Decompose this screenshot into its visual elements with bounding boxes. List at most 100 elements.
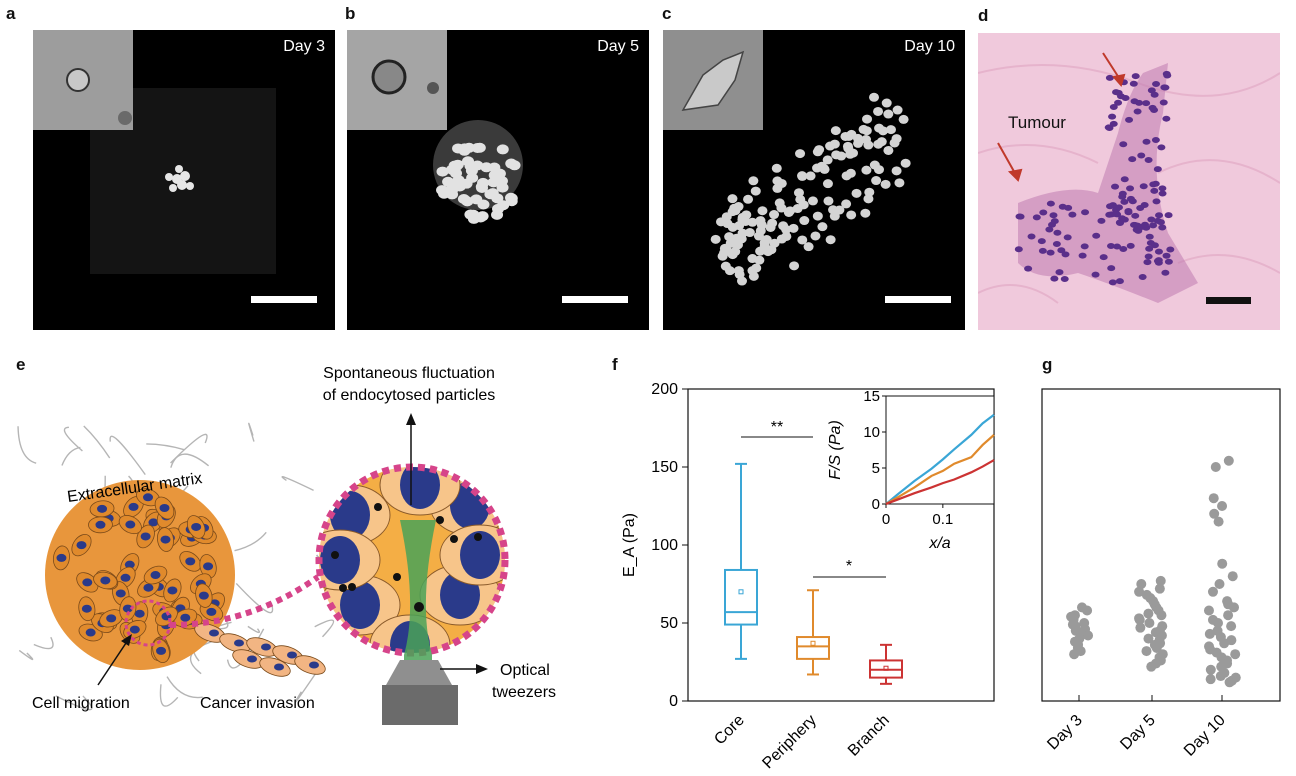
- nucleus: [1114, 99, 1123, 106]
- panel-label-e: e: [16, 355, 26, 374]
- nucleus: [743, 194, 754, 204]
- nucleus: [869, 92, 880, 102]
- trapped-particle: [414, 602, 424, 612]
- nucleus: [1136, 204, 1145, 211]
- nucleus: [480, 162, 493, 173]
- nucleus: [1045, 226, 1054, 233]
- nucleus: [446, 183, 459, 194]
- data-point: [1083, 630, 1094, 641]
- nucleus: [823, 196, 834, 206]
- ecm-fibre: [159, 684, 179, 707]
- nucleus: [781, 225, 792, 235]
- nucleus: [471, 142, 484, 153]
- nucleus: [733, 266, 744, 276]
- cell-nucleus: [185, 557, 196, 566]
- schematic-diagram: Spontaneous fluctuation of endocytosed p…: [17, 365, 556, 725]
- cell-nucleus: [56, 553, 67, 562]
- nucleus: [1109, 103, 1118, 110]
- nucleus: [776, 203, 787, 213]
- nucleus: [1111, 211, 1120, 218]
- inset-series-line: [885, 413, 995, 505]
- nucleus: [755, 216, 766, 226]
- panel-label-c: c: [662, 4, 672, 23]
- cell-nucleus: [159, 504, 170, 513]
- ecm-fibre: [61, 446, 81, 466]
- nucleus: [858, 124, 869, 134]
- zoom-nucleus: [320, 536, 360, 584]
- nucleus: [1138, 273, 1147, 280]
- nucleus: [463, 142, 476, 153]
- data-point: [1213, 516, 1224, 527]
- data-point: [1209, 508, 1220, 519]
- cell-nucleus: [167, 586, 178, 595]
- zoom-region: [124, 599, 172, 647]
- nucleus: [461, 196, 474, 207]
- nucleus: [484, 189, 497, 200]
- nucleus: [1158, 224, 1167, 231]
- nucleus: [1104, 124, 1113, 131]
- data-point: [1155, 575, 1166, 586]
- nucleus: [1050, 275, 1059, 282]
- x-tick-label: Periphery: [759, 712, 819, 772]
- data-point: [1204, 628, 1215, 639]
- nucleus: [864, 187, 875, 197]
- nucleus: [1064, 204, 1073, 211]
- ecm-fibre: [109, 435, 146, 476]
- nucleus: [1118, 193, 1127, 200]
- nucleus: [845, 149, 856, 159]
- y-axis-label: E_A (Pa): [621, 513, 638, 577]
- nucleus: [846, 210, 857, 220]
- cell-nucleus: [125, 520, 136, 529]
- data-point: [1069, 649, 1080, 660]
- data-point: [1208, 493, 1219, 504]
- cell-nucleus: [180, 613, 191, 622]
- nucleus: [852, 133, 863, 143]
- y-tick-label: 0: [669, 693, 678, 710]
- nucleus: [812, 163, 823, 173]
- cell-nucleus: [261, 643, 271, 651]
- nucleus: [1108, 113, 1117, 120]
- inset-spheroid: [371, 59, 439, 95]
- nucleus: [900, 158, 911, 168]
- cell-cluster: [433, 120, 523, 224]
- cell-cluster: [165, 165, 194, 192]
- panel-label-a: a: [6, 4, 16, 23]
- nucleus: [803, 242, 814, 252]
- nucleus: [1068, 211, 1077, 218]
- data-point: [1205, 674, 1216, 685]
- nucleus: [748, 176, 759, 186]
- nucleus: [759, 238, 770, 248]
- nucleus: [871, 176, 882, 186]
- cell-nucleus: [122, 604, 133, 613]
- cell-nucleus: [106, 614, 117, 623]
- nucleus: [471, 160, 484, 171]
- nucleus: [1115, 278, 1124, 285]
- nucleus: [1014, 246, 1023, 253]
- nucleus: [476, 211, 489, 222]
- significance-label: **: [771, 419, 783, 436]
- brightfield-inset: [663, 30, 763, 130]
- brightfield-inset: [347, 30, 447, 130]
- nucleus: [754, 255, 765, 265]
- ecm-fibre: [235, 582, 274, 614]
- nucleus: [1106, 203, 1115, 210]
- nucleus: [863, 194, 874, 204]
- nucleus: [1139, 183, 1148, 190]
- nucleus: [1113, 243, 1122, 250]
- significance-label: *: [846, 558, 852, 575]
- nucleus: [1145, 233, 1154, 240]
- nucleus: [1037, 238, 1046, 245]
- nucleus: [840, 131, 851, 141]
- cell-nucleus: [234, 639, 244, 647]
- nucleus: [747, 217, 758, 227]
- inset-series-line: [885, 434, 995, 505]
- cell-nucleus: [160, 535, 171, 544]
- nucleus: [891, 134, 902, 144]
- nucleus: [1120, 176, 1129, 183]
- endocytosed-particle: [374, 503, 382, 511]
- nucleus: [1137, 152, 1146, 159]
- data-point: [1146, 661, 1157, 672]
- laser-beam: [400, 520, 436, 665]
- ecm-fibre: [63, 426, 83, 452]
- objective-lens-top: [386, 660, 452, 685]
